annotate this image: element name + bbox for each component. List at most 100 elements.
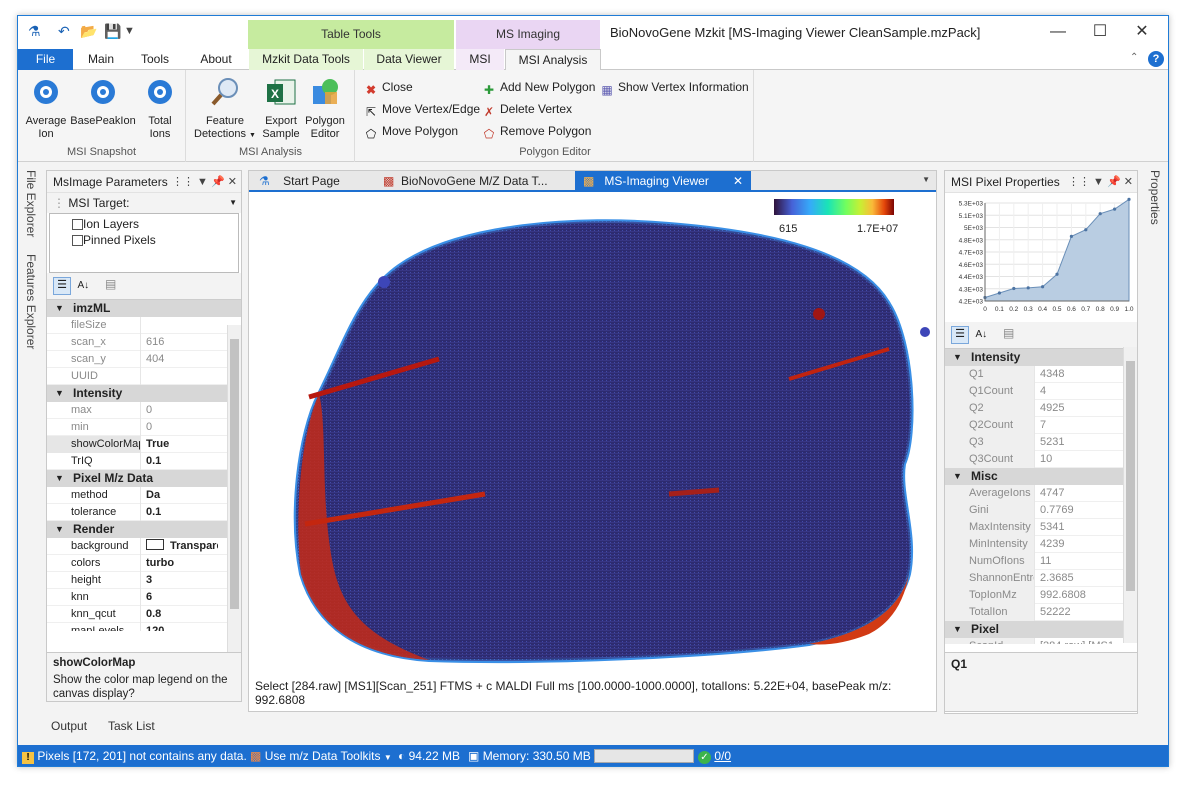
average-ion-button[interactable]: Average Ion <box>24 76 68 141</box>
save-icon[interactable]: 💾 <box>104 23 122 39</box>
property-row-background[interactable]: background Transparent <box>47 538 241 555</box>
property-row-maplevels[interactable]: mapLevels 120 <box>47 623 241 631</box>
remove-polygon-button[interactable]: ⬠ Remove Polygon <box>482 122 592 141</box>
property-value[interactable]: 4925 <box>1036 400 1112 417</box>
property-row-tolerance[interactable]: tolerance 0.1 <box>47 504 241 521</box>
property-value[interactable]: 5231 <box>1036 434 1112 451</box>
property-row-scan-y[interactable]: scan_y 404 <box>47 351 241 368</box>
ms-imaging-canvas[interactable]: 615 1.7E+07 <box>249 194 936 687</box>
quick-access-dropdown-icon[interactable]: ▼ <box>124 25 135 37</box>
side-tab-file-explorer[interactable]: File Explorer <box>24 170 38 238</box>
tree-item-ion-layers[interactable]: Ion Layers <box>72 217 216 233</box>
property-row-minintensity[interactable]: MinIntensity 4239 <box>945 536 1137 553</box>
ribbon-collapse-icon[interactable]: ⌃ <box>1130 52 1139 63</box>
overflow-icon[interactable]: ▼ <box>229 198 237 207</box>
property-value[interactable]: 4 <box>1036 383 1112 400</box>
property-group-pixel[interactable]: ▼ Pixel <box>945 621 1137 638</box>
property-group-pixel-m-z-data[interactable]: ▼ Pixel M/z Data <box>47 470 241 487</box>
property-row-q3[interactable]: Q3 5231 <box>945 434 1137 451</box>
doc-tab-data-toolkit[interactable]: ▩ BioNovoGene M/Z Data T... <box>383 171 548 192</box>
property-row-triq[interactable]: TrIQ 0.1 <box>47 453 241 470</box>
property-group-intensity[interactable]: ▼ Intensity <box>47 385 241 402</box>
property-row-q1count[interactable]: Q1Count 4 <box>945 383 1137 400</box>
tab-msi-analysis[interactable]: MSI Analysis <box>505 49 601 71</box>
property-row-scanid[interactable]: ScanId [284.raw] [MS1] <box>945 638 1137 644</box>
side-tab-features-explorer[interactable]: Features Explorer <box>24 254 38 350</box>
show-vertex-info-button[interactable]: ▦ Show Vertex Information <box>600 78 748 97</box>
tab-file[interactable]: File <box>18 49 73 70</box>
property-value[interactable] <box>142 317 218 334</box>
tab-about[interactable]: About <box>200 52 232 66</box>
property-row-knn[interactable]: knn 6 <box>47 589 241 606</box>
tab-main[interactable]: Main <box>87 52 114 66</box>
close-polygon-button[interactable]: ✖ Close <box>364 78 413 97</box>
property-pages-icon[interactable]: ▤ <box>1003 326 1015 340</box>
property-row-topionmz[interactable]: TopIonMz 992.6808 <box>945 587 1137 604</box>
property-row-colors[interactable]: colors turbo <box>47 555 241 572</box>
property-row-q3count[interactable]: Q3Count 10 <box>945 451 1137 468</box>
collapse-icon[interactable]: ▼ <box>55 524 64 534</box>
feature-detections-button[interactable]: Feature Detections ▼ <box>191 76 259 142</box>
property-row-knn-qcut[interactable]: knn_qcut 0.8 <box>47 606 241 623</box>
bottom-tab-task-list[interactable]: Task List <box>108 719 155 733</box>
scrollbar-thumb[interactable] <box>1126 361 1135 591</box>
property-row-min[interactable]: min 0 <box>47 419 241 436</box>
property-value[interactable]: 120 <box>142 623 218 631</box>
property-row-maxintensity[interactable]: MaxIntensity 5341 <box>945 519 1137 536</box>
property-value[interactable]: 10 <box>1036 451 1112 468</box>
property-value[interactable]: 11 <box>1036 553 1112 570</box>
property-row-q2count[interactable]: Q2Count 7 <box>945 417 1137 434</box>
property-value[interactable]: 6 <box>142 589 218 606</box>
pin-icon[interactable]: 📌 <box>211 176 225 188</box>
property-value[interactable]: Transparent <box>142 538 218 555</box>
property-value[interactable] <box>142 368 218 385</box>
move-polygon-button[interactable]: ⬠ Move Polygon <box>364 122 458 141</box>
property-row-max[interactable]: max 0 <box>47 402 241 419</box>
categorized-icon[interactable]: ☰ <box>951 326 969 344</box>
move-vertex-edge-button[interactable]: ⇱ Move Vertex/Edge <box>364 100 480 119</box>
tab-tools[interactable]: Tools <box>140 52 169 66</box>
checkbox-pinned-pixels[interactable] <box>72 235 83 246</box>
tab-data-viewer[interactable]: Data Viewer <box>364 49 454 70</box>
delete-vertex-button[interactable]: ✗ Delete Vertex <box>482 100 572 119</box>
property-row-method[interactable]: method Da <box>47 487 241 504</box>
close-window-button[interactable]: ✕ <box>1135 23 1149 40</box>
property-row-q2[interactable]: Q2 4925 <box>945 400 1137 417</box>
close-tab-icon[interactable]: ✕ <box>732 174 743 188</box>
property-value[interactable]: 616 <box>142 334 218 351</box>
property-value[interactable]: 4239 <box>1036 536 1112 553</box>
panel-menu-icon[interactable]: ⋮⋮ ▼ <box>1068 176 1104 188</box>
property-row-scan-x[interactable]: scan_x 616 <box>47 334 241 351</box>
checkbox-ion-layers[interactable] <box>72 219 83 230</box>
pin-icon[interactable]: 📌 <box>1107 176 1121 188</box>
side-tab-properties[interactable]: Properties <box>1148 170 1162 225</box>
property-value[interactable]: Da <box>142 487 218 504</box>
property-row-uuid[interactable]: UUID <box>47 368 241 385</box>
minimize-button[interactable]: — <box>1050 23 1066 40</box>
collapse-icon[interactable]: ▼ <box>953 471 962 481</box>
property-value[interactable]: 52222 <box>1036 604 1112 621</box>
total-ions-button[interactable]: Total Ions <box>140 76 180 141</box>
property-group-intensity[interactable]: ▼ Intensity <box>945 349 1137 366</box>
property-value[interactable]: 7 <box>1036 417 1112 434</box>
property-value[interactable]: 4747 <box>1036 485 1112 502</box>
property-row-averageions[interactable]: AverageIons 4747 <box>945 485 1137 502</box>
property-value[interactable]: 0.8 <box>142 606 218 623</box>
property-group-render[interactable]: ▼ Render <box>47 521 241 538</box>
property-row-totalion[interactable]: TotalIon 52222 <box>945 604 1137 621</box>
open-folder-icon[interactable]: 📂 <box>80 23 98 39</box>
property-value[interactable]: True <box>142 436 218 453</box>
collapse-icon[interactable]: ▼ <box>953 624 962 634</box>
property-value[interactable]: 3 <box>142 572 218 589</box>
doc-tab-ms-imaging-viewer[interactable]: ▩ MS-Imaging Viewer ✕ <box>575 171 751 192</box>
bottom-tab-output[interactable]: Output <box>51 719 88 733</box>
collapse-icon[interactable]: ▼ <box>953 352 962 362</box>
property-value[interactable]: 0 <box>142 402 218 419</box>
panel-menu-icon[interactable]: ⋮⋮ ▼ <box>172 176 208 188</box>
property-value[interactable]: 2.3685 <box>1036 570 1112 587</box>
sort-az-icon[interactable]: A↓ <box>975 329 988 340</box>
polygon-editor-button[interactable]: Polygon Editor <box>303 76 347 141</box>
sort-az-icon[interactable]: A↓ <box>77 280 90 291</box>
property-row-height[interactable]: height 3 <box>47 572 241 589</box>
property-value[interactable]: [284.raw] [MS1] <box>1036 638 1112 644</box>
